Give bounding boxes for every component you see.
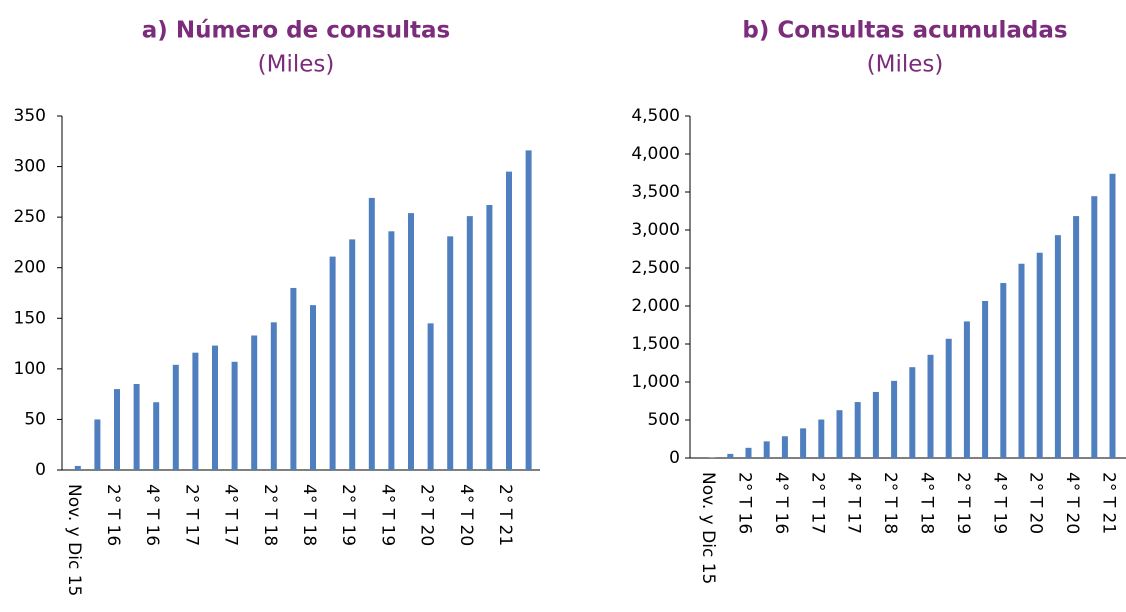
bar [388, 231, 395, 470]
bar [818, 419, 825, 458]
y-tick-label: 300 [14, 157, 46, 177]
bar [1000, 283, 1007, 458]
y-tick-label: 1,500 [631, 334, 680, 354]
bar [447, 236, 454, 470]
bar [745, 447, 752, 458]
x-tick-label: 2° T 17 [181, 484, 201, 546]
bar [836, 410, 843, 458]
x-tick-label: 4° T 17 [221, 484, 241, 546]
bar [763, 441, 770, 458]
x-tick-label: 2° T 21 [495, 484, 515, 546]
bar [800, 428, 807, 458]
x-tick-label: 2° T 20 [1026, 472, 1046, 534]
y-tick-label: 150 [14, 308, 46, 328]
y-tick-label: 350 [14, 106, 46, 126]
bar [192, 352, 199, 470]
x-tick-label: 2° T 16 [735, 472, 755, 534]
x-tick-label: 4° T 20 [456, 484, 476, 546]
y-tick-label: 500 [648, 410, 680, 430]
x-tick-label: 2° T 17 [807, 472, 827, 534]
bar [1018, 263, 1025, 458]
x-tick-label: 2° T 19 [953, 472, 973, 534]
bar [212, 345, 218, 470]
x-tick-label: 2° T 18 [880, 472, 900, 534]
x-tick-label: 4° T 19 [989, 472, 1009, 534]
bar [945, 338, 952, 458]
y-tick-label: 50 [24, 409, 46, 429]
x-tick-label: 2° T 21 [1099, 472, 1119, 534]
x-tick-label: 2° T 18 [260, 484, 280, 546]
bar [854, 402, 861, 458]
y-tick-label: 2,000 [631, 296, 680, 316]
bar [963, 321, 970, 458]
bar [427, 323, 434, 470]
y-tick-label: 1,000 [631, 372, 680, 392]
y-tick-label: 0 [669, 448, 680, 468]
x-tick-label: 2° T 20 [417, 484, 437, 546]
x-tick-label: 4° T 16 [771, 472, 791, 534]
bar [368, 197, 375, 470]
y-tick-label: 4,000 [631, 144, 680, 164]
bar [1054, 235, 1061, 458]
chart-title: b) Consultas acumuladas [742, 18, 1067, 44]
y-tick-label: 2,500 [631, 258, 680, 278]
bar [927, 354, 934, 458]
x-tick-label: 4° T 20 [1062, 472, 1082, 534]
x-tick-label: Nov. y Dic 15 [698, 472, 718, 584]
bar [1036, 252, 1043, 458]
y-tick-label: 100 [14, 359, 46, 379]
x-tick-label: 2° T 16 [103, 484, 123, 546]
bar [466, 216, 473, 470]
bar [1073, 216, 1080, 458]
x-tick-label: Nov. y Dic 15 [64, 484, 84, 596]
bar [270, 322, 277, 470]
bar [486, 205, 493, 470]
y-tick-label: 4,500 [631, 106, 680, 126]
bar [133, 384, 140, 470]
bar [251, 335, 258, 470]
bar [891, 380, 898, 458]
y-tick-label: 200 [14, 258, 46, 278]
x-tick-label: 4° T 16 [142, 484, 162, 546]
chart-title: a) Número de consultas [142, 18, 450, 44]
bar [231, 361, 238, 470]
bar [94, 419, 101, 470]
chart-subtitle: (Miles) [258, 52, 335, 78]
bar [349, 239, 356, 470]
bar [872, 391, 879, 458]
y-tick-label: 250 [14, 207, 46, 227]
bar [1091, 196, 1098, 458]
y-tick-label: 3,500 [631, 182, 680, 202]
bar [525, 150, 532, 471]
y-tick-label: 3,000 [631, 220, 680, 240]
bar [408, 213, 414, 470]
x-tick-label: 4° T 18 [917, 472, 937, 534]
x-tick-label: 4° T 18 [299, 484, 319, 546]
bar [310, 305, 316, 470]
x-tick-label: 4° T 17 [844, 472, 864, 534]
y-tick-label: 0 [35, 460, 46, 480]
bar [329, 256, 336, 470]
chart-subtitle: (Miles) [867, 52, 944, 78]
bar [982, 300, 989, 458]
x-tick-label: 2° T 19 [338, 484, 358, 546]
bar [172, 364, 179, 470]
bar [506, 171, 512, 470]
bar [74, 465, 81, 470]
x-tick-label: 4° T 19 [377, 484, 397, 546]
bar [727, 453, 734, 458]
bar [114, 389, 120, 470]
bar [781, 436, 788, 458]
bar [909, 367, 916, 458]
bar [153, 402, 160, 470]
bar [1109, 173, 1116, 458]
bar [290, 287, 297, 470]
